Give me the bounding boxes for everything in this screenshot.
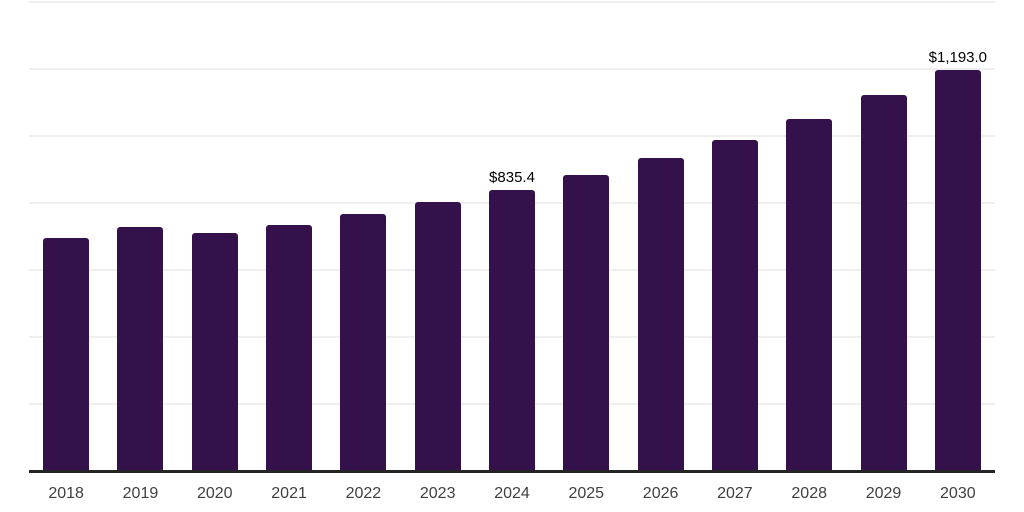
bar-2027 [711,139,758,470]
x-tick-2021: 2021 [271,485,307,502]
x-tick-2025: 2025 [568,485,605,502]
x-tick-2019: 2019 [122,485,159,502]
data-label-2030: $1,193.0 [928,49,988,67]
x-tick-2023: 2023 [419,485,456,502]
gridline-1000 [29,135,995,137]
bar-2029 [860,95,907,470]
x-tick-2029: 2029 [865,485,902,502]
bar-2026 [637,158,684,470]
x-tick-2018: 2018 [48,485,84,502]
x-tick-2028: 2028 [791,485,827,502]
x-tick-2024: 2024 [494,485,530,502]
x-tick-2027: 2027 [717,485,753,502]
x-tick-2030: 2030 [940,485,976,502]
bar-2019 [117,227,164,470]
bar-2018 [43,237,90,470]
bar-2021 [266,224,313,470]
gridline-1200 [29,68,995,70]
bar-2024 [489,190,535,470]
x-axis-line [29,470,995,473]
data-label-2024: $835.4 [489,169,535,187]
bar-2020 [191,233,238,470]
bar-2023 [414,202,461,470]
bar-2025 [563,174,610,470]
gridline-1400 [29,1,995,3]
x-tick-2020: 2020 [196,485,233,502]
bar-2028 [786,118,833,470]
bar-2030 [934,70,981,470]
bar-2022 [340,214,387,470]
x-tick-2026: 2026 [642,485,679,502]
x-tick-2022: 2022 [345,485,382,502]
